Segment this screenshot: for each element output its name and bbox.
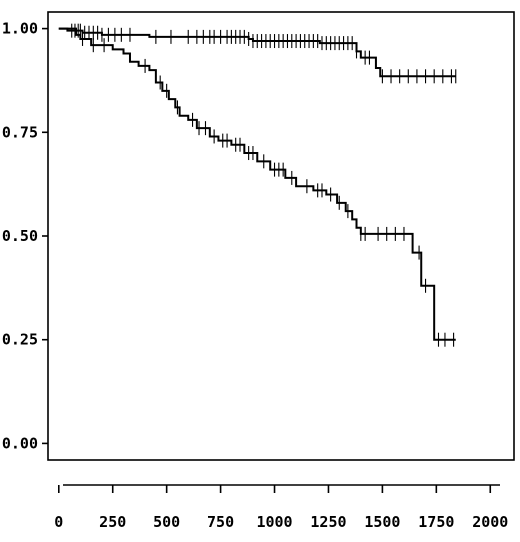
y-tick-label: 0.00 [2,434,38,452]
plot-area [58,23,457,347]
plot-frame [47,11,515,461]
curve-line [58,27,456,341]
x-axis: 0 250 500 750 1000 1250 1500 1750 2000 [54,485,508,531]
y-tick-label: 0.75 [2,123,38,141]
x-tick-label: 0 [54,513,63,531]
y-tick-label: 0.50 [2,227,38,245]
x-tick-label: 750 [207,513,234,531]
y-tick-label: 0.25 [2,331,38,349]
survival-curve-2 [58,27,456,347]
y-tick-label: 1.00 [2,20,38,38]
x-tick-label: 2000 [472,513,508,531]
x-tick-label: 500 [153,513,180,531]
x-tick-label: 1000 [256,513,292,531]
survival-curve-1 [58,23,457,84]
x-tick-label: 1500 [364,513,400,531]
y-axis: 0.00 0.25 0.50 0.75 1.00 [2,20,48,452]
x-tick-label: 250 [99,513,126,531]
x-tick-label: 1750 [418,513,454,531]
x-tick-label: 1250 [310,513,346,531]
